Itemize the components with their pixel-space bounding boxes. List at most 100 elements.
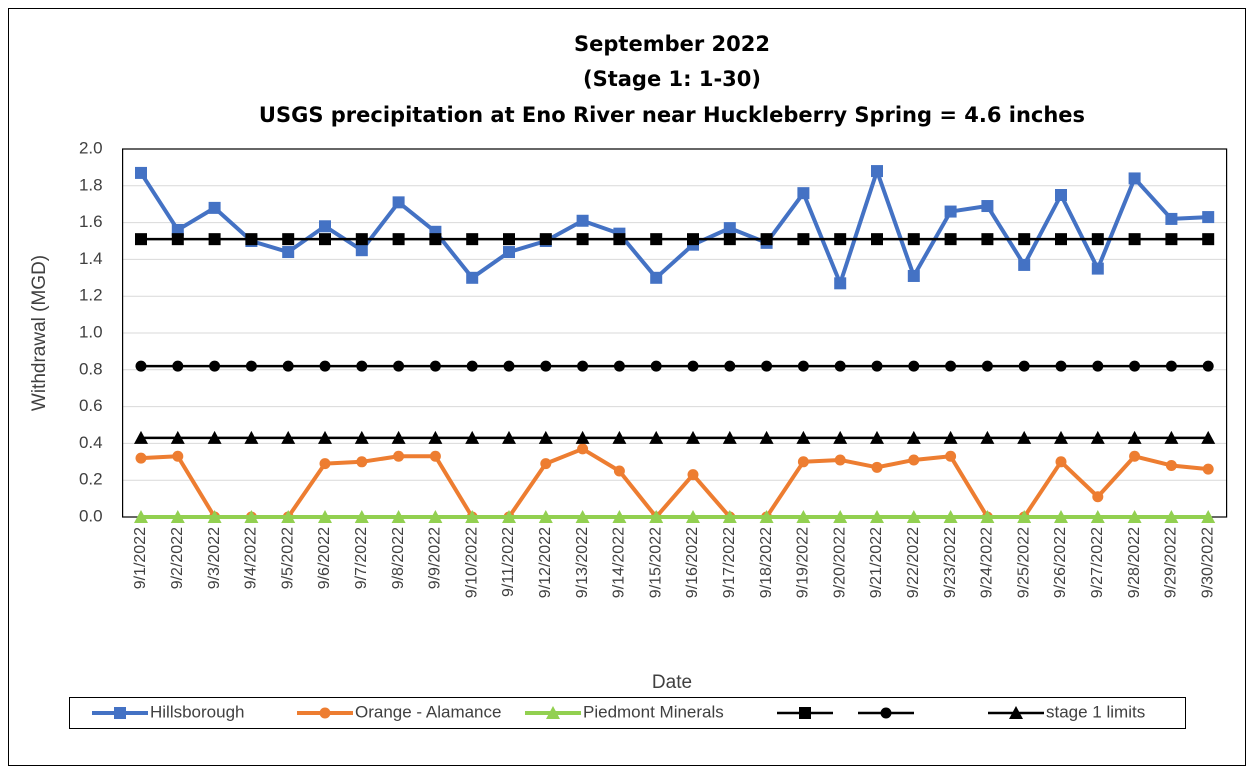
marker <box>870 510 884 523</box>
y-tick-label: 1.8 <box>79 175 103 194</box>
marker <box>575 430 590 444</box>
chart-subtitle: (Stage 1: 1-30) <box>583 67 761 91</box>
marker <box>870 430 884 444</box>
marker <box>546 706 560 719</box>
marker <box>1164 510 1179 523</box>
marker <box>1201 430 1216 444</box>
marker <box>612 430 627 444</box>
marker <box>834 277 847 290</box>
marker <box>1091 233 1104 246</box>
marker <box>135 452 147 464</box>
marker <box>723 233 736 246</box>
marker <box>1128 233 1141 246</box>
marker <box>1009 706 1023 719</box>
marker <box>907 269 920 282</box>
marker <box>943 510 958 523</box>
x-tick-label: 9/8/2022 <box>390 527 407 589</box>
marker <box>1017 510 1032 523</box>
marker <box>576 233 589 246</box>
marker <box>686 510 700 523</box>
marker <box>908 454 920 466</box>
marker <box>1165 459 1177 471</box>
marker <box>1090 510 1105 523</box>
marker <box>908 360 920 372</box>
x-tick-label: 9/1/2022 <box>132 527 149 589</box>
marker <box>945 360 957 372</box>
x-tick-label: 9/26/2022 <box>1052 527 1069 598</box>
x-tick-label: 9/20/2022 <box>831 527 848 598</box>
marker <box>612 510 627 523</box>
marker <box>1201 510 1216 523</box>
marker <box>880 707 892 719</box>
marker <box>981 233 994 246</box>
chart-subtitle: USGS precipitation at Eno River near Huc… <box>259 103 1085 127</box>
marker <box>244 510 259 523</box>
marker <box>1165 360 1177 372</box>
marker <box>980 430 995 444</box>
marker <box>650 233 663 246</box>
x-tick-label: 9/29/2022 <box>1163 527 1180 598</box>
x-tick-label: 9/19/2022 <box>795 527 812 598</box>
marker <box>1202 360 1214 372</box>
marker <box>613 233 626 246</box>
marker <box>135 166 147 179</box>
x-tick-label: 9/30/2022 <box>1199 527 1216 598</box>
legend-label: Piedmont Minerals <box>583 702 724 721</box>
marker <box>613 465 625 477</box>
marker <box>282 246 295 259</box>
marker <box>318 430 332 444</box>
legend-label: stage 1 limits <box>1046 702 1145 721</box>
x-tick-label: 9/7/2022 <box>353 527 370 589</box>
marker <box>1018 360 1030 372</box>
marker <box>687 233 699 246</box>
y-tick-label: 2.0 <box>79 138 103 157</box>
marker <box>759 510 774 523</box>
x-tick-label: 9/18/2022 <box>758 527 775 598</box>
x-axis-label: Date <box>652 672 692 693</box>
y-tick-label: 0.8 <box>79 359 103 378</box>
marker <box>207 510 222 523</box>
marker <box>319 220 331 233</box>
marker <box>540 360 552 372</box>
y-axis-label: Withdrawal (MGD) <box>29 255 50 411</box>
marker <box>466 271 479 284</box>
marker <box>760 233 773 246</box>
y-tick-label: 1.6 <box>79 212 103 231</box>
marker <box>981 200 994 213</box>
marker <box>429 360 441 372</box>
x-tick-label: 9/14/2022 <box>611 527 628 598</box>
marker <box>171 233 184 246</box>
x-tick-label: 9/23/2022 <box>942 527 959 598</box>
marker <box>834 233 847 246</box>
y-tick-label: 0.4 <box>79 433 103 452</box>
x-tick-label: 9/12/2022 <box>537 527 554 598</box>
marker <box>208 201 221 214</box>
marker <box>281 430 296 444</box>
marker <box>318 510 332 523</box>
marker <box>245 360 257 372</box>
marker <box>429 233 442 246</box>
marker <box>1055 456 1067 468</box>
x-tick-label: 9/5/2022 <box>279 527 296 589</box>
marker <box>1017 430 1032 444</box>
marker <box>502 430 516 444</box>
x-tick-label: 9/27/2022 <box>1089 527 1106 598</box>
x-tick-label: 9/17/2022 <box>721 527 738 598</box>
marker <box>538 510 553 523</box>
chart-border <box>8 8 1246 766</box>
marker <box>538 430 553 444</box>
marker <box>392 196 405 209</box>
marker <box>1129 360 1141 372</box>
marker <box>649 430 664 444</box>
marker <box>539 233 552 246</box>
marker <box>391 430 406 444</box>
marker <box>833 430 848 444</box>
marker <box>281 510 296 523</box>
marker <box>722 510 737 523</box>
marker <box>722 430 737 444</box>
marker <box>465 430 480 444</box>
marker <box>245 233 258 246</box>
y-tick-label: 0.6 <box>79 396 103 415</box>
marker <box>393 360 405 372</box>
